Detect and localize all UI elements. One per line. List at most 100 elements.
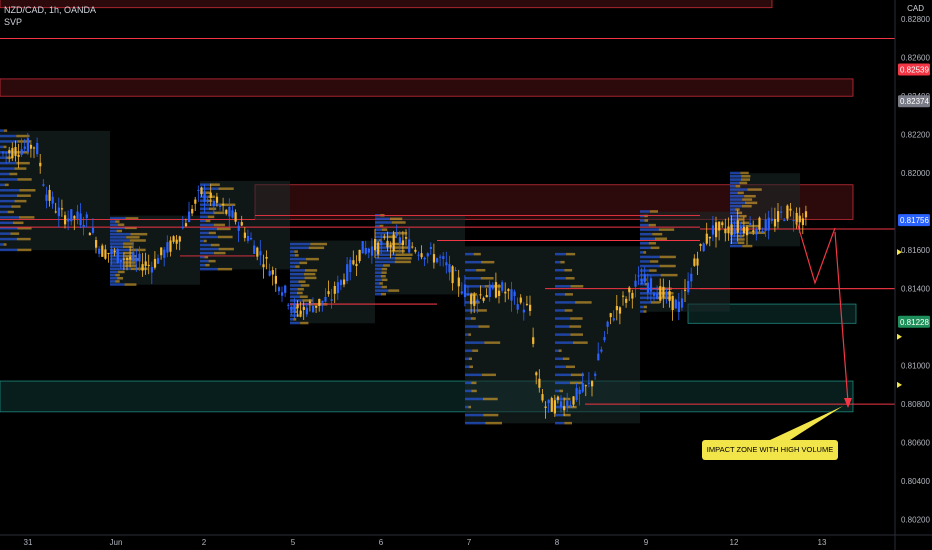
candle-body bbox=[364, 247, 367, 254]
profile-bar bbox=[640, 223, 649, 227]
profile-bar bbox=[465, 333, 469, 336]
profile-bar bbox=[200, 247, 219, 251]
candle-body bbox=[147, 264, 150, 266]
profile-bar bbox=[740, 221, 750, 225]
profile-bar bbox=[375, 275, 381, 278]
profile-bar bbox=[640, 296, 658, 300]
profile-bar bbox=[465, 413, 484, 417]
profile-bar bbox=[110, 232, 131, 236]
profile-bar bbox=[16, 194, 31, 197]
profile-bar bbox=[471, 389, 477, 393]
profile-bar bbox=[129, 239, 146, 242]
alert-marker-icon[interactable] bbox=[897, 333, 902, 340]
impact-zone-callout[interactable]: IMPACT ZONE WITH HIGH VOLUME bbox=[702, 440, 838, 460]
profile-bar bbox=[290, 310, 294, 314]
candle-body bbox=[401, 240, 405, 246]
symbol-title[interactable]: NZD/CAD, 1h, OANDA bbox=[4, 5, 97, 15]
candle-body bbox=[606, 321, 609, 327]
candle-body bbox=[389, 245, 392, 248]
profile-bar bbox=[375, 253, 396, 256]
candle-body bbox=[98, 248, 101, 254]
candle-body bbox=[138, 253, 141, 262]
candle-body bbox=[634, 280, 637, 287]
candle-body bbox=[377, 242, 380, 255]
profile-bar bbox=[465, 381, 472, 385]
price-badge bbox=[898, 63, 930, 76]
projection-arrows bbox=[796, 221, 852, 408]
profile-bar bbox=[110, 273, 116, 277]
candle-body bbox=[26, 138, 29, 153]
price-badge bbox=[898, 315, 930, 328]
profile-bar bbox=[200, 255, 205, 259]
profile-bar bbox=[395, 253, 413, 256]
candle-body bbox=[442, 256, 445, 259]
candle-body bbox=[420, 253, 423, 258]
candle-body bbox=[91, 227, 95, 233]
profile-bar bbox=[0, 140, 18, 143]
profile-bar bbox=[290, 291, 297, 295]
profile-bar bbox=[484, 341, 501, 344]
candle-body bbox=[336, 282, 339, 294]
alert-marker-icon[interactable] bbox=[897, 249, 902, 256]
profile-bar bbox=[730, 238, 739, 241]
callout-pointer bbox=[770, 406, 843, 440]
profile-bar bbox=[200, 227, 217, 231]
profile-bar bbox=[465, 405, 469, 409]
time-tick: 6 bbox=[379, 538, 384, 547]
profile-bar bbox=[375, 264, 384, 267]
profile-bar bbox=[465, 349, 473, 352]
candle-body bbox=[209, 192, 212, 198]
profile-bar bbox=[213, 211, 225, 215]
candle-body bbox=[231, 210, 234, 218]
candle-body bbox=[126, 258, 129, 260]
profile-bar bbox=[122, 245, 134, 249]
profile-bar bbox=[200, 259, 209, 263]
profile-bar bbox=[124, 283, 137, 286]
indicator-label[interactable]: SVP bbox=[4, 17, 23, 27]
price-tick: 0.82600 bbox=[901, 54, 930, 63]
price-tick: 0.80600 bbox=[901, 439, 930, 448]
profile-bar bbox=[295, 265, 300, 268]
profile-bar bbox=[739, 214, 747, 218]
alert-marker-icon[interactable] bbox=[897, 381, 902, 388]
profile-bar bbox=[381, 271, 387, 274]
candle-body bbox=[777, 211, 780, 222]
candle-body bbox=[85, 214, 88, 219]
candle-body bbox=[398, 237, 401, 244]
profile-bar bbox=[640, 305, 644, 309]
candle-body bbox=[315, 305, 318, 308]
profile-bar bbox=[290, 299, 303, 302]
candle-body bbox=[668, 291, 671, 301]
candle-body bbox=[17, 154, 20, 157]
profile-bar bbox=[200, 263, 206, 267]
candle-body bbox=[172, 236, 175, 242]
candle-body bbox=[150, 267, 153, 273]
profile-bar bbox=[375, 217, 390, 221]
profile-bar bbox=[378, 239, 382, 242]
candle-body bbox=[361, 241, 364, 254]
profile-bar bbox=[0, 178, 18, 181]
candle-body bbox=[225, 209, 228, 214]
price-tick: 0.80800 bbox=[901, 400, 930, 409]
profile-bar bbox=[206, 199, 213, 203]
profile-bar bbox=[570, 285, 584, 288]
profile-bar bbox=[123, 242, 134, 245]
price-tick: 0.82800 bbox=[901, 15, 930, 24]
profile-bar bbox=[640, 282, 645, 286]
candle-body bbox=[20, 149, 23, 155]
profile-bar bbox=[640, 273, 661, 277]
candle-body bbox=[256, 247, 259, 257]
candle-body bbox=[352, 260, 355, 265]
candle-body bbox=[184, 223, 188, 227]
candle-body bbox=[448, 264, 451, 273]
profile-bar bbox=[310, 242, 327, 246]
candle-body bbox=[327, 291, 330, 295]
candle-body bbox=[122, 258, 126, 260]
profile-bar bbox=[375, 221, 392, 224]
candle-body bbox=[262, 264, 265, 268]
profile-bar bbox=[0, 199, 15, 203]
profile-bar bbox=[654, 237, 668, 240]
profile-bar bbox=[737, 191, 744, 195]
price-badge-label: 0.81228 bbox=[900, 318, 929, 327]
